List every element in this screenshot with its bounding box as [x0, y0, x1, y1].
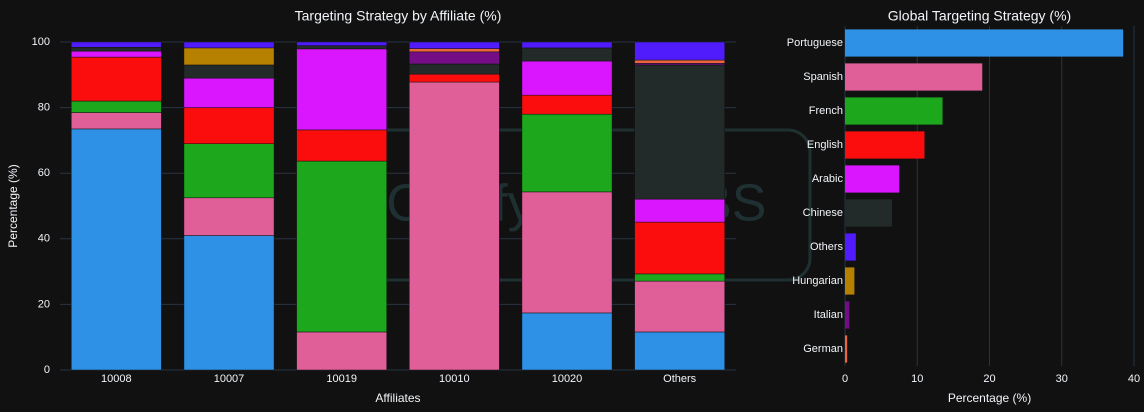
- y-tick-label: Hungarian: [792, 275, 843, 287]
- bar-segment: [409, 73, 500, 83]
- x-tick-label: 10019: [326, 373, 357, 385]
- bar-segment: [71, 100, 162, 113]
- bar-segment: [521, 60, 613, 96]
- y-tick-label: French: [809, 105, 843, 117]
- bar-segment: [296, 45, 387, 50]
- bar-segment: [634, 41, 725, 61]
- bar-segment: [634, 280, 725, 333]
- y-tick-label: 80: [38, 102, 50, 114]
- bar-segment: [521, 191, 613, 314]
- bar-segment: [296, 129, 387, 162]
- x-tick-label: 10007: [214, 373, 245, 385]
- bar-segment: [634, 59, 725, 64]
- x-axis-title: Affiliates: [375, 391, 420, 405]
- x-tick-label: 10008: [101, 373, 132, 385]
- bar-segment: [409, 81, 500, 371]
- bar-segment: [183, 143, 275, 199]
- bar-segment: [183, 41, 275, 49]
- bar-segment: [183, 47, 275, 66]
- bar: [845, 131, 925, 159]
- x-axis-title: Percentage (%): [948, 391, 1031, 405]
- bar: [845, 63, 983, 91]
- bar-segment: [634, 331, 725, 371]
- x-tick-label: Others: [663, 373, 697, 385]
- bar-segment: [71, 46, 162, 52]
- bar: [845, 29, 1124, 57]
- bar-segment: [71, 128, 162, 371]
- bar-segment: [409, 48, 500, 53]
- y-tick-label: 40: [38, 233, 50, 245]
- bar: [845, 97, 943, 125]
- chart-title: Global Targeting Strategy (%): [888, 8, 1071, 24]
- y-axis-title: Percentage (%): [6, 164, 20, 247]
- x-tick-label: 0: [842, 373, 848, 385]
- bar-segment: [183, 64, 275, 79]
- bar-segment: [71, 112, 162, 130]
- bar: [845, 199, 892, 227]
- bar-segment: [296, 331, 387, 371]
- y-tick-label: 20: [38, 298, 50, 310]
- x-tick-label: 10010: [439, 373, 470, 385]
- bar: [845, 335, 848, 363]
- bar-segment: [71, 41, 162, 48]
- bar-segment: [634, 198, 725, 223]
- bar-segment: [521, 312, 613, 371]
- x-tick-label: 10: [911, 373, 923, 385]
- y-tick-label: Arabic: [812, 173, 844, 185]
- y-tick-label: Italian: [814, 309, 843, 321]
- bar-segment: [521, 41, 613, 49]
- y-tick-label: Chinese: [803, 207, 843, 219]
- x-tick-label: 40: [1128, 373, 1140, 385]
- y-tick-label: Others: [810, 241, 844, 253]
- bar: [845, 267, 855, 295]
- bar-segment: [296, 41, 387, 46]
- x-tick-label: 20: [983, 373, 995, 385]
- bar-segment: [71, 50, 162, 58]
- x-tick-label: 10020: [552, 373, 583, 385]
- bar-segment: [296, 48, 387, 131]
- bar-segment: [521, 47, 613, 62]
- bar-segment: [296, 160, 387, 333]
- bar-segment: [409, 51, 500, 65]
- y-tick-label: 60: [38, 167, 50, 179]
- bar: [845, 233, 856, 261]
- bar-segment: [521, 113, 613, 193]
- bar-segment: [634, 221, 725, 275]
- bar-segment: [183, 107, 275, 144]
- bar-segment: [183, 197, 275, 236]
- y-tick-label: 0: [44, 364, 50, 376]
- y-tick-label: English: [807, 139, 843, 151]
- bar-segment: [409, 41, 500, 49]
- bar-segment: [183, 235, 275, 371]
- chart-title: Targeting Strategy by Affiliate (%): [295, 8, 502, 24]
- bar-segment: [634, 273, 725, 282]
- y-tick-label: German: [803, 343, 843, 355]
- bar: [845, 301, 850, 329]
- y-tick-label: Spanish: [803, 71, 843, 83]
- bar-segment: [409, 63, 500, 75]
- bar-segment: [183, 77, 275, 108]
- bar-segment: [521, 94, 613, 115]
- y-tick-label: 100: [32, 36, 50, 48]
- x-tick-label: 30: [1056, 373, 1068, 385]
- bar-segment: [634, 64, 725, 200]
- y-tick-label: Portuguese: [787, 37, 843, 49]
- bar: [845, 165, 900, 193]
- bar-segment: [71, 56, 162, 102]
